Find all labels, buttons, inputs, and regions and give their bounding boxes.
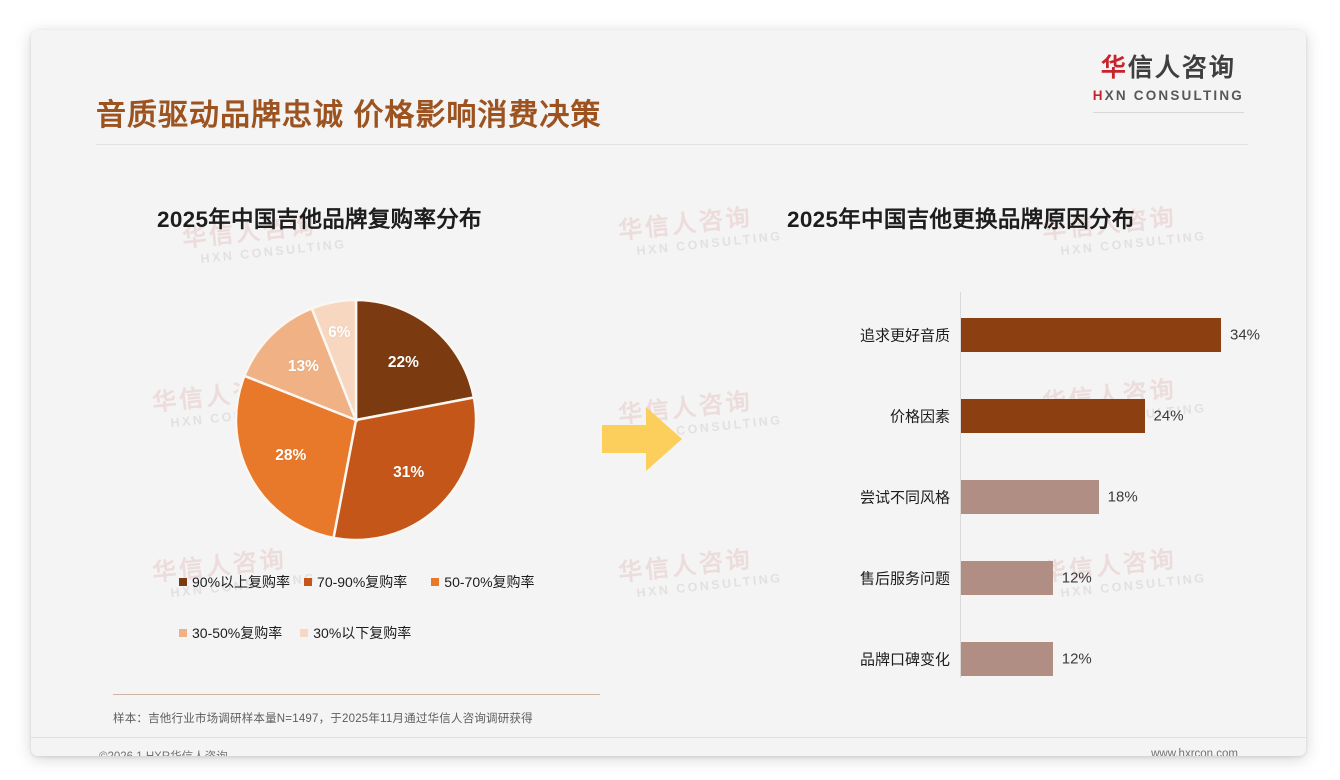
footnote-divider bbox=[113, 694, 600, 695]
watermark: 华信人咨询 HXN CONSULTING bbox=[617, 543, 783, 602]
footer-copyright: ©2026.1 HXR华信人咨询 bbox=[99, 748, 228, 756]
logo-underline bbox=[1092, 111, 1244, 113]
watermark: 华信人咨询 HXN CONSULTING bbox=[617, 201, 783, 260]
bar-row: 价格因素 24% bbox=[787, 399, 1257, 433]
pie-chart-title: 2025年中国吉他品牌复购率分布 bbox=[157, 207, 482, 232]
watermark-en: HXN CONSULTING bbox=[635, 228, 784, 258]
bar-category-label: 追求更好音质 bbox=[859, 327, 950, 345]
bar-value-label: 34% bbox=[1230, 326, 1261, 344]
logo-chinese-first-char: 华 bbox=[1100, 54, 1128, 82]
logo-english-rest: XN CONSULTING bbox=[1104, 88, 1244, 103]
footnote: 样本：吉他行业市场调研样本量N=1497，于2025年11月通过华信人咨询调研获… bbox=[113, 713, 533, 725]
bar-value-label: 12% bbox=[1061, 569, 1092, 587]
pie-slice bbox=[354, 298, 476, 422]
logo-chinese: 华信人咨询 bbox=[1093, 56, 1244, 81]
pie-legend: 90%以上复购率 70-90%复购率 50-70%复购率 30-50%复购率 30%以… bbox=[179, 572, 589, 674]
pie-slice bbox=[242, 306, 359, 423]
bar-value-label: 24% bbox=[1153, 407, 1184, 425]
legend-item[interactable]: 30%以下复购率 bbox=[300, 623, 411, 643]
pie-slice bbox=[332, 396, 478, 542]
bar-chart: 追求更好音质 34% 价格因素 24% 尝试不同风格 18% 售后服务问题 12% 品牌口碑变化… bbox=[787, 280, 1261, 690]
legend-item[interactable]: 70-90%复购率 bbox=[304, 572, 407, 592]
logo-chinese-rest: 信人咨询 bbox=[1127, 54, 1236, 82]
pie-slice bbox=[310, 298, 358, 421]
legend-swatch bbox=[431, 578, 440, 586]
logo-english-first-char: H bbox=[1092, 88, 1105, 103]
legend-label: 30%以下复购率 bbox=[313, 625, 412, 641]
legend-swatch bbox=[304, 578, 313, 586]
pie-slice bbox=[234, 374, 358, 540]
footer-website: www.hxrcon.com bbox=[1151, 748, 1238, 756]
watermark-cn: 华信人咨询 bbox=[617, 545, 755, 587]
bar-chart-axis bbox=[960, 292, 961, 678]
right-arrow-icon bbox=[602, 407, 682, 471]
watermark-en: HXN CONSULTING bbox=[199, 236, 348, 266]
pie-slice-label: 31% bbox=[393, 463, 425, 481]
logo-english: HXN CONSULTING bbox=[1093, 89, 1244, 103]
legend-item[interactable]: 90%以上复购率 bbox=[179, 572, 290, 592]
header-divider bbox=[96, 144, 1248, 145]
bar-value-label: 12% bbox=[1061, 650, 1092, 668]
legend-swatch bbox=[300, 629, 309, 637]
bar-category-label: 售后服务问题 bbox=[859, 570, 950, 588]
pie-slice-label: 22% bbox=[387, 353, 419, 371]
company-logo: 华信人咨询 HXN CONSULTING bbox=[1092, 56, 1244, 113]
page-title: 音质驱动品牌忠诚 价格影响消费决策 bbox=[96, 99, 602, 132]
bar[interactable] bbox=[961, 318, 1221, 352]
bar[interactable] bbox=[961, 399, 1145, 433]
pie-chart-svg bbox=[234, 298, 478, 542]
watermark-en: HXN CONSULTING bbox=[635, 570, 784, 600]
legend-swatch bbox=[179, 578, 187, 586]
legend-label: 90%以上复购率 bbox=[192, 574, 291, 590]
bar-value-label: 18% bbox=[1107, 488, 1138, 506]
pie-slice-label: 6% bbox=[328, 323, 351, 341]
bar-chart-title: 2025年中国吉他更换品牌原因分布 bbox=[787, 207, 1135, 232]
bar-category-label: 品牌口碑变化 bbox=[859, 651, 950, 669]
legend-item[interactable]: 50-70%复购率 bbox=[431, 572, 535, 592]
pie-slice-label: 28% bbox=[275, 446, 307, 464]
bar-row: 尝试不同风格 18% bbox=[787, 480, 1257, 514]
legend-label: 50-70%复购率 bbox=[444, 574, 535, 590]
legend-item[interactable]: 30-50%复购率 bbox=[179, 623, 282, 643]
bar-row: 售后服务问题 12% bbox=[787, 561, 1257, 595]
bar[interactable] bbox=[961, 561, 1053, 595]
bar-category-label: 尝试不同风格 bbox=[859, 489, 950, 507]
header: 音质驱动品牌忠诚 价格影响消费决策 华信人咨询 HXN CONSULTING bbox=[31, 30, 1306, 145]
bar[interactable] bbox=[961, 480, 1099, 514]
watermark-cn: 华信人咨询 bbox=[617, 203, 755, 245]
pie-chart: 22% 31% 28% 13% 6% bbox=[221, 275, 531, 565]
bar[interactable] bbox=[961, 642, 1053, 676]
slide: 华信人咨询 HXN CONSULTING 华信人咨询 HXN CONSULTIN… bbox=[31, 30, 1306, 756]
bar-category-label: 价格因素 bbox=[889, 408, 950, 426]
bar-row: 追求更好音质 34% bbox=[787, 318, 1261, 352]
legend-label: 30-50%复购率 bbox=[192, 625, 283, 641]
pie-slice-label: 13% bbox=[287, 358, 319, 376]
legend-label: 70-90%复购率 bbox=[317, 574, 408, 590]
bar-row: 品牌口碑变化 12% bbox=[787, 642, 1257, 676]
legend-swatch bbox=[179, 629, 187, 637]
footer-divider bbox=[31, 737, 1306, 738]
